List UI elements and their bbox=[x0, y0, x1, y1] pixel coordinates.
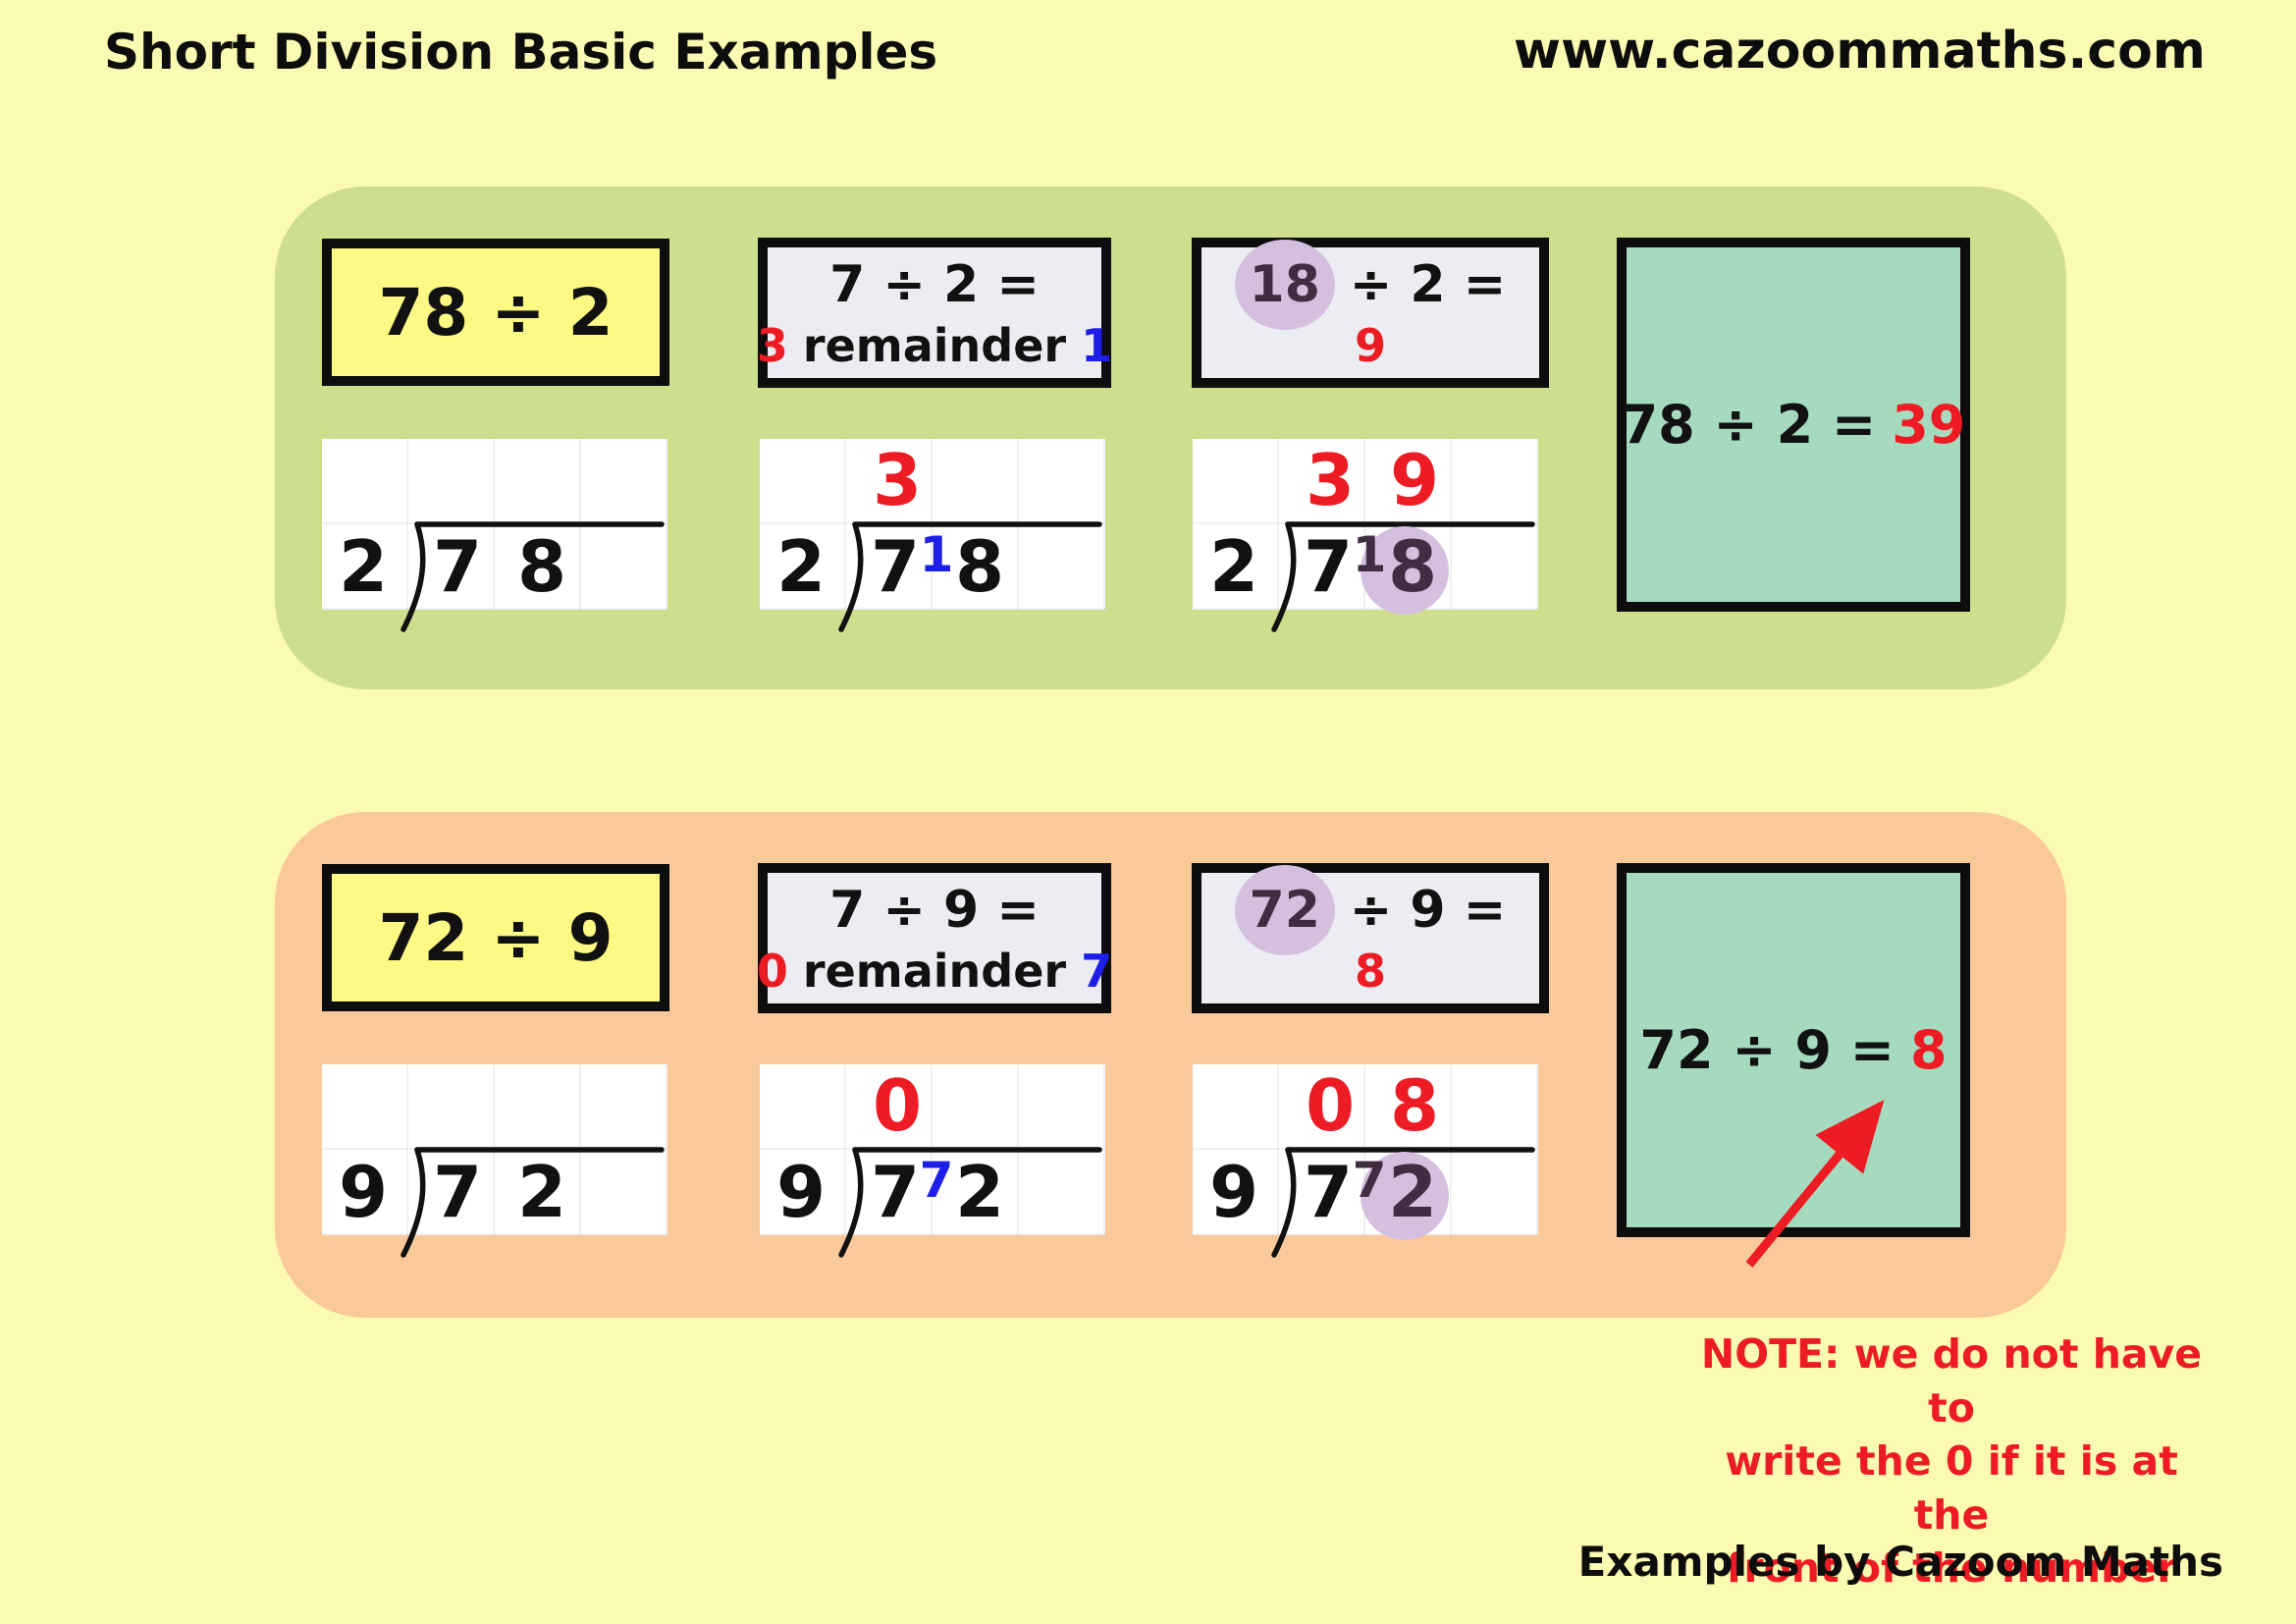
note-text: NOTE: we do not have to write the 0 if i… bbox=[1694, 1327, 2209, 1596]
highlight-circle bbox=[1361, 526, 1449, 615]
fact-equation-line: 7 ÷ 9 = bbox=[829, 878, 1040, 943]
example-row-2-panel: 72 ÷ 9 7 ÷ 9 = 0 remainder 7 72 ÷ 9 = 8 … bbox=[275, 812, 2066, 1318]
fact-remainder: 1 bbox=[1081, 318, 1113, 372]
fact-answer: 9 bbox=[1354, 318, 1386, 372]
problem-box: 78 ÷ 2 bbox=[322, 239, 669, 386]
note-line-3: front of the number bbox=[1726, 1544, 2177, 1593]
result-box: 78 ÷ 2 = 39 bbox=[1617, 238, 1970, 612]
division-bracket-icon bbox=[400, 1147, 665, 1258]
result-answer: 8 bbox=[1910, 1019, 1948, 1081]
note-line-1: NOTE: we do not have to bbox=[1700, 1330, 2203, 1432]
carried-digit: 7 bbox=[919, 1152, 954, 1209]
dividend-digit-1: 7 bbox=[870, 525, 921, 608]
working-box-3: 3 9 2 7 1 8 bbox=[1193, 439, 1538, 632]
quotient-digit-1: 3 bbox=[872, 439, 923, 521]
quotient-digit-2: 8 bbox=[1389, 1064, 1440, 1147]
website-url: www.cazoommaths.com bbox=[1514, 22, 2206, 81]
fact-equation-text: 7 ÷ 2 = bbox=[829, 254, 1040, 314]
dividend-digit-1: 7 bbox=[870, 1151, 921, 1233]
divisor-digit: 2 bbox=[1208, 525, 1259, 608]
working-box-3: 0 8 9 7 7 2 bbox=[1193, 1064, 1538, 1258]
fact-equation-line: 18 ÷ 2 = bbox=[1234, 239, 1507, 330]
problem-text: 72 ÷ 9 bbox=[378, 899, 614, 976]
division-bracket-icon bbox=[838, 1147, 1102, 1258]
dividend-digit-1: 7 bbox=[1303, 525, 1354, 608]
working-box-1: 2 7 8 bbox=[322, 439, 667, 632]
carried-digit: 7 bbox=[1352, 1152, 1387, 1209]
remainder-word: remainder bbox=[802, 944, 1067, 998]
step1-fact-box: 7 ÷ 2 = 3 remainder 1 bbox=[757, 238, 1112, 388]
result-box: 72 ÷ 9 = 8 bbox=[1617, 863, 1970, 1237]
remainder-word: remainder bbox=[802, 318, 1067, 372]
page-title: Short Division Basic Examples bbox=[104, 24, 938, 81]
working-box-1: 9 7 2 bbox=[322, 1064, 667, 1258]
dividend-digit-2: 8 bbox=[516, 525, 567, 608]
fact-equation-line: 7 ÷ 2 = bbox=[829, 252, 1040, 317]
step2-fact-box: 72 ÷ 9 = 8 bbox=[1192, 863, 1549, 1013]
fact-equation-text: 7 ÷ 9 = bbox=[829, 880, 1040, 940]
quotient-digit-1: 0 bbox=[872, 1064, 923, 1147]
dividend-digit-1: 7 bbox=[1303, 1151, 1354, 1233]
working-box-2: 3 2 7 1 8 bbox=[760, 439, 1105, 632]
dividend-digit-2: 8 bbox=[1387, 525, 1438, 608]
fact-answer-line: 8 bbox=[1355, 943, 1386, 1000]
result-equation: 78 ÷ 2 = bbox=[1621, 394, 1877, 456]
working-box-2: 0 9 7 7 2 bbox=[760, 1064, 1105, 1258]
result-equation: 72 ÷ 9 = bbox=[1639, 1019, 1896, 1081]
division-bracket-icon bbox=[838, 521, 1102, 632]
step2-fact-box: 18 ÷ 2 = 9 bbox=[1192, 238, 1549, 388]
fact-answer-line: 9 bbox=[1355, 317, 1386, 374]
problem-box: 72 ÷ 9 bbox=[322, 864, 669, 1011]
example-row-1-panel: 78 ÷ 2 7 ÷ 2 = 3 remainder 1 18 ÷ 2 = 9 … bbox=[275, 187, 2066, 689]
quotient-digit-2: 9 bbox=[1389, 439, 1440, 521]
quotient-digit-1: 0 bbox=[1305, 1064, 1356, 1147]
step1-fact-box: 7 ÷ 9 = 0 remainder 7 bbox=[757, 863, 1112, 1013]
dividend-digit-2: 2 bbox=[516, 1151, 567, 1233]
fact-remainder: 7 bbox=[1081, 944, 1113, 998]
fact-equation-rest: ÷ 2 = bbox=[1349, 254, 1507, 314]
result-answer: 39 bbox=[1892, 394, 1966, 456]
division-bracket-icon bbox=[1271, 521, 1535, 632]
note-line-2: write the 0 if it is at the bbox=[1725, 1437, 2178, 1539]
dividend-digit-2: 2 bbox=[954, 1151, 1005, 1233]
dividend-digit-1: 7 bbox=[432, 525, 483, 608]
fact-equation-line: 72 ÷ 9 = bbox=[1234, 864, 1507, 955]
dividend-digit-2: 2 bbox=[1387, 1151, 1438, 1233]
highlight-circle bbox=[1361, 1152, 1449, 1240]
highlighted-dividend: 18 bbox=[1234, 239, 1335, 330]
fact-equation-rest: ÷ 9 = bbox=[1349, 880, 1507, 940]
fact-answer-line: 3 remainder 1 bbox=[757, 317, 1112, 374]
fact-answer: 8 bbox=[1354, 944, 1386, 998]
arrow-to-answer-icon bbox=[1745, 1100, 1885, 1268]
divisor-digit: 9 bbox=[1208, 1151, 1259, 1233]
dividend-digit-1: 7 bbox=[432, 1151, 483, 1233]
fact-quotient: 0 bbox=[756, 944, 788, 998]
problem-text: 78 ÷ 2 bbox=[378, 274, 614, 351]
division-bracket-icon bbox=[1271, 1147, 1535, 1258]
divisor-digit: 9 bbox=[338, 1151, 389, 1233]
division-bracket-icon bbox=[400, 521, 665, 632]
highlighted-dividend: 72 bbox=[1234, 864, 1335, 955]
footer-credit: Examples by Cazoom Maths bbox=[1577, 1538, 2223, 1586]
fact-quotient: 3 bbox=[756, 318, 788, 372]
divisor-digit: 2 bbox=[775, 525, 827, 608]
divisor-digit: 2 bbox=[338, 525, 389, 608]
quotient-digit-1: 3 bbox=[1305, 439, 1356, 521]
fact-answer-line: 0 remainder 7 bbox=[757, 943, 1112, 1000]
carried-digit: 1 bbox=[1352, 526, 1387, 583]
dividend-digit-2: 8 bbox=[954, 525, 1005, 608]
divisor-digit: 9 bbox=[775, 1151, 827, 1233]
carried-digit: 1 bbox=[919, 526, 954, 583]
